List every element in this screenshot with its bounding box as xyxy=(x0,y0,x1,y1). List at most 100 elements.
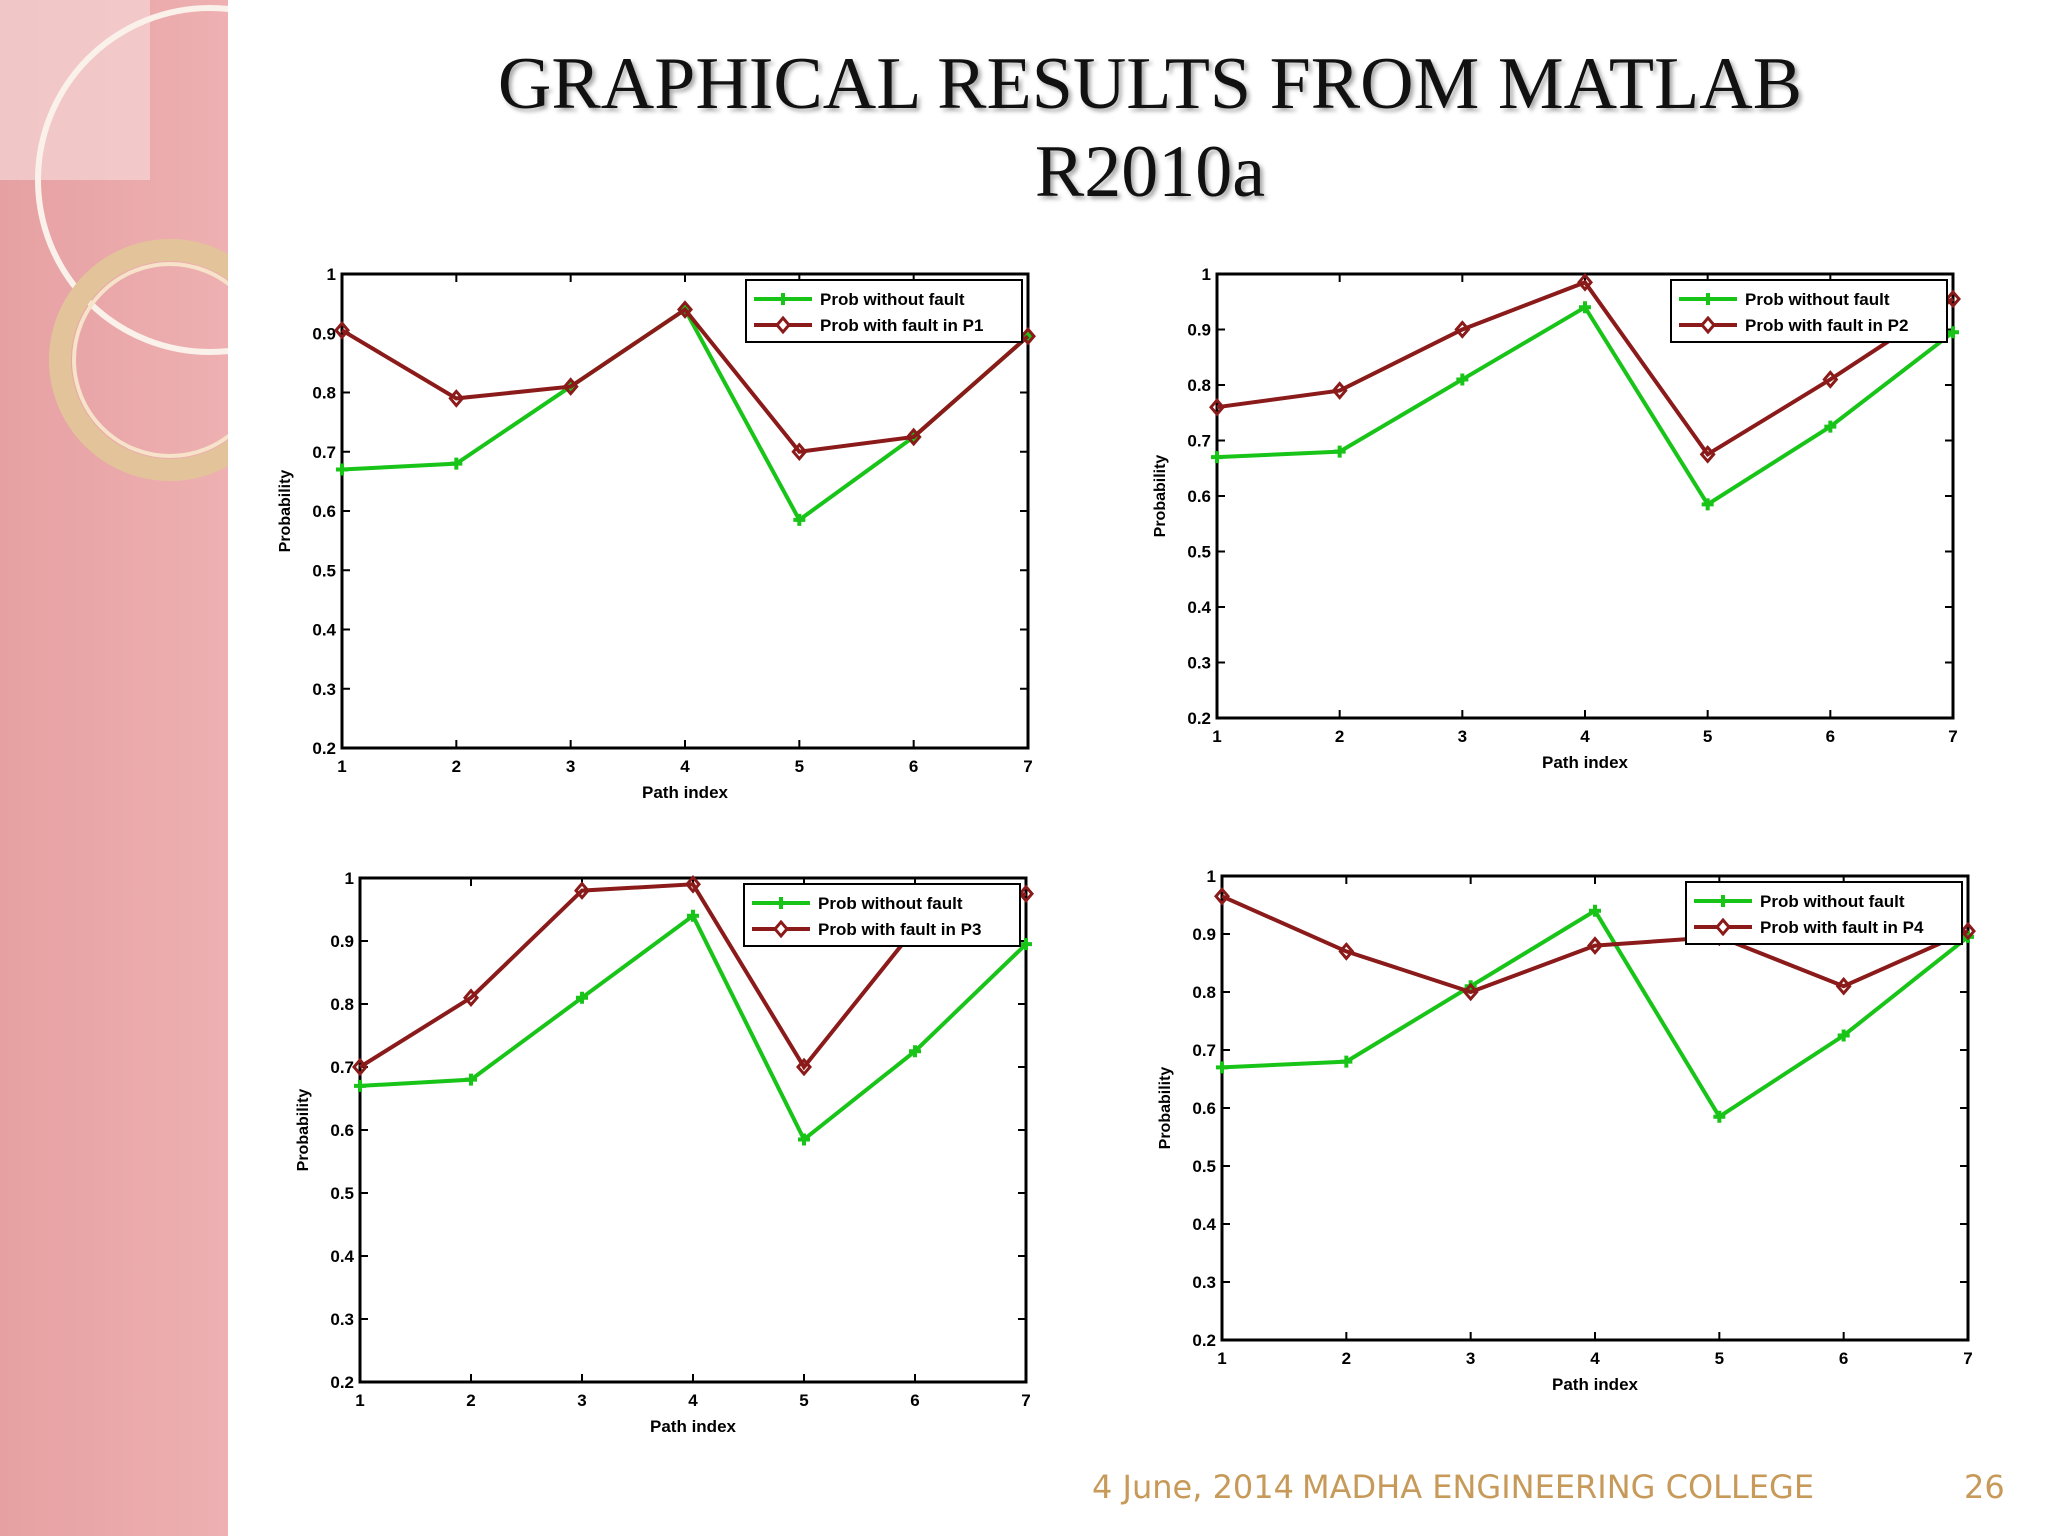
y-axis-label: Probability xyxy=(1157,1067,1174,1150)
plot-area xyxy=(1215,272,1955,720)
legend-box xyxy=(745,279,1023,343)
series-marker-2 xyxy=(1587,936,1603,955)
series-marker-1 xyxy=(1456,373,1469,386)
y-tick-label: 1 xyxy=(327,265,336,284)
series-marker-1 xyxy=(1589,904,1601,917)
x-tick-label: 2 xyxy=(1342,1349,1351,1368)
series-marker-2 xyxy=(1338,942,1355,961)
series-marker-2 xyxy=(1462,982,1479,1002)
y-tick-label: 0.4 xyxy=(312,621,336,640)
y-tick-label: 0.5 xyxy=(1192,1157,1216,1176)
y-tick-label: 0.8 xyxy=(1187,376,1211,395)
series-marker-2 xyxy=(1020,326,1036,346)
series-marker-2 xyxy=(1960,921,1976,941)
y-tick-label: 0.5 xyxy=(1187,543,1211,562)
legend-label: Prob without fault xyxy=(1745,290,1890,309)
y-tick-label: 1 xyxy=(1202,265,1211,284)
slide-title: GRAPHICAL RESULTS FROM MATLAB R2010a xyxy=(300,40,2000,216)
y-tick-label: 0.8 xyxy=(312,384,336,403)
y-axis-label: Probability xyxy=(295,1089,312,1172)
x-axis-label: Path index xyxy=(1542,753,1629,772)
decorative-ring-gold xyxy=(49,239,228,481)
y-tick-label: 0.6 xyxy=(312,502,336,521)
slide-title-line-2: R2010a xyxy=(1034,131,1266,213)
series-marker-2 xyxy=(1209,397,1225,417)
series-marker-2 xyxy=(1577,273,1593,292)
series-marker-1 xyxy=(576,991,588,1004)
legend-swatch-marker xyxy=(1717,895,1729,907)
y-tick-label: 0.9 xyxy=(1192,925,1216,944)
y-tick-label: 0.6 xyxy=(1192,1099,1216,1118)
series-marker-2 xyxy=(796,1057,812,1077)
x-tick-label: 7 xyxy=(1948,727,1957,746)
series-marker-2 xyxy=(1018,884,1034,904)
legend-label: Prob with fault in P2 xyxy=(1745,316,1908,335)
legend-label: Prob with fault in P4 xyxy=(1760,918,1924,937)
series-marker-1 xyxy=(450,457,463,470)
x-tick-label: 4 xyxy=(680,757,690,776)
x-tick-label: 1 xyxy=(355,1391,364,1410)
y-tick-label: 0.3 xyxy=(1192,1273,1216,1292)
x-tick-label: 4 xyxy=(1590,1349,1600,1368)
x-tick-label: 5 xyxy=(1703,727,1712,746)
legend-swatch-marker xyxy=(775,897,787,909)
x-tick-label: 5 xyxy=(1715,1349,1724,1368)
legend-box xyxy=(1685,881,1963,945)
y-tick-label: 0.9 xyxy=(312,324,336,343)
x-tick-label: 4 xyxy=(1580,727,1590,746)
y-tick-label: 0.7 xyxy=(312,443,336,462)
x-axis-label: Path index xyxy=(642,783,729,802)
plot-area xyxy=(340,272,1030,750)
y-tick-label: 0.4 xyxy=(330,1247,354,1266)
chart-p1: 0.2 0.3 0.4 0.5 0.6 0.7 0.8 0.9 1 1 2 3 4 5 6 7 Path ind… xyxy=(277,265,1036,802)
y-tick-label: 0.2 xyxy=(1192,1331,1216,1350)
slide-footer: 4 June, 2014 MADHA ENGINEERING COLLEGE 2… xyxy=(0,1468,2048,1518)
series-marker-2 xyxy=(1214,886,1230,906)
series-marker-2 xyxy=(1835,976,1852,996)
x-tick-label: 6 xyxy=(1839,1349,1848,1368)
y-tick-label: 0.9 xyxy=(330,932,354,951)
series-marker-1 xyxy=(1340,1055,1353,1068)
series-marker-1 xyxy=(1947,326,1959,339)
footer-date: 4 June, 2014 xyxy=(1092,1468,1294,1506)
series-marker-1 xyxy=(1022,330,1034,343)
decorative-ring-large xyxy=(35,5,228,355)
x-tick-label: 6 xyxy=(910,1391,919,1410)
series-marker-2 xyxy=(562,377,579,396)
x-tick-label: 3 xyxy=(1458,727,1467,746)
x-tick-label: 7 xyxy=(1023,757,1032,776)
x-tick-label: 5 xyxy=(795,757,804,776)
series-marker-2 xyxy=(905,427,922,447)
series-marker-2 xyxy=(1331,381,1348,400)
series-marker-1 xyxy=(1713,1110,1726,1123)
series-marker-1 xyxy=(798,1133,810,1146)
decorative-sidebar xyxy=(0,0,228,1536)
y-tick-label: 0.4 xyxy=(1192,1215,1216,1234)
series-marker-2 xyxy=(1454,320,1471,339)
series-marker-1 xyxy=(1824,420,1837,433)
y-tick-label: 0.8 xyxy=(330,995,354,1014)
legend-label: Prob with fault in P3 xyxy=(818,920,981,939)
sidebar-background xyxy=(0,0,228,1536)
legend-swatch-marker xyxy=(773,919,789,939)
series-marker-1 xyxy=(336,463,348,476)
legend-box xyxy=(743,883,1021,947)
x-tick-label: 4 xyxy=(688,1391,698,1410)
x-tick-label: 3 xyxy=(577,1391,586,1410)
series-marker-1 xyxy=(1020,938,1032,951)
plot-area xyxy=(358,876,1028,1384)
series-marker-2 xyxy=(685,874,701,894)
x-tick-label: 5 xyxy=(799,1391,808,1410)
series-marker-2 xyxy=(574,881,590,900)
y-tick-label: 0.3 xyxy=(330,1310,354,1329)
chart-p2: 0.2 0.3 0.4 0.5 0.6 0.7 0.8 0.9 1 1 2 3 4 5 6 7 Path ind… xyxy=(1152,265,1961,772)
y-tick-label: 0.6 xyxy=(1187,487,1211,506)
y-axis-label: Probability xyxy=(1152,455,1169,538)
legend-swatch-marker xyxy=(1700,315,1716,335)
series-marker-2 xyxy=(791,442,808,462)
decorative-ring-gold-inner xyxy=(72,262,228,458)
series-marker-1 xyxy=(354,1079,366,1092)
legend-label: Prob without fault xyxy=(820,290,965,309)
x-tick-label: 1 xyxy=(1217,1349,1226,1368)
x-tick-label: 2 xyxy=(466,1391,475,1410)
